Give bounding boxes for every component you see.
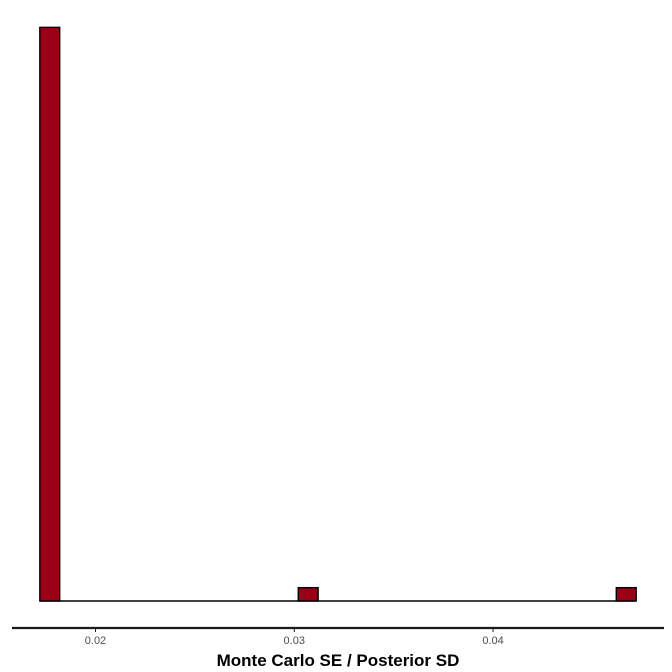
histogram-bar-2: [297, 586, 319, 602]
x-axis-title: Monte Carlo SE / Posterior SD: [217, 651, 460, 670]
histogram-bar-1: [39, 26, 61, 602]
x-tick-label: 0.03: [284, 635, 305, 647]
histogram-bar-3: [615, 586, 637, 602]
x-axis-ticks: 0.02 0.03 0.04: [85, 628, 504, 647]
histogram-bars: [39, 26, 637, 602]
x-tick-label: 0.04: [482, 635, 503, 647]
x-tick-label: 0.02: [85, 635, 106, 647]
